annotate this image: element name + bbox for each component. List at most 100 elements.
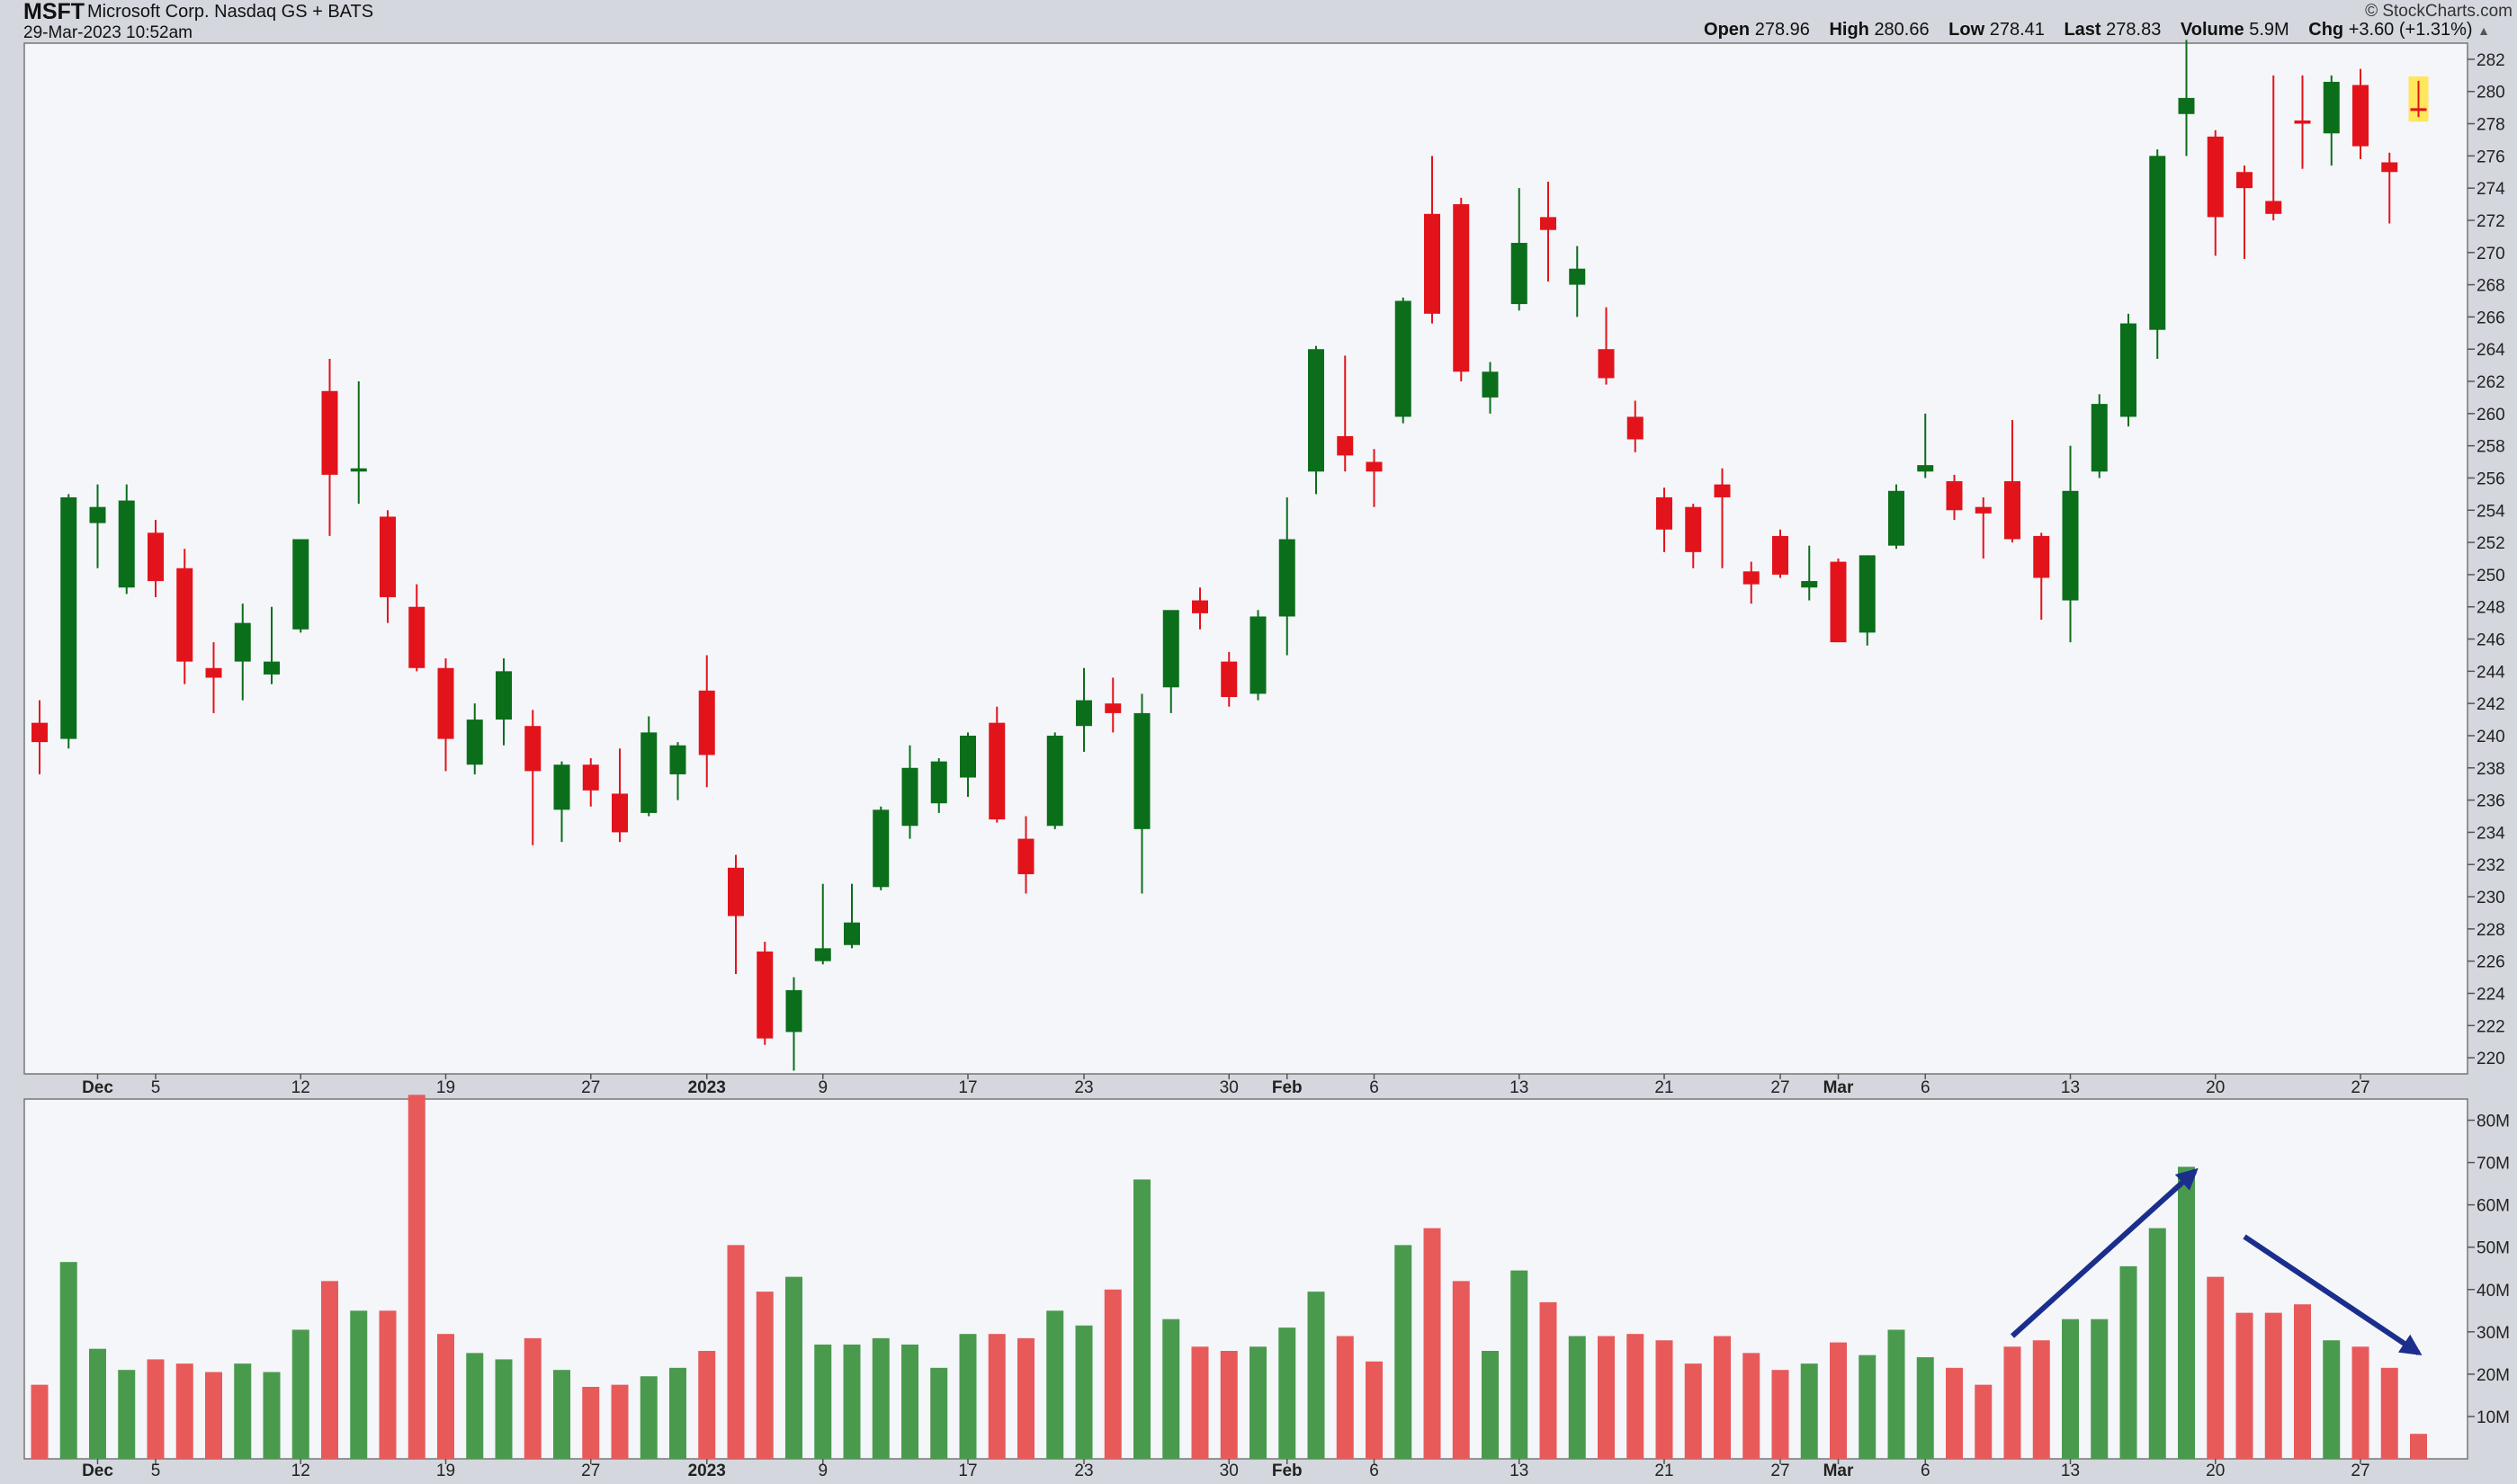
price-tick-label: 220	[2477, 1050, 2505, 1068]
price-tick-label: 264	[2477, 341, 2505, 360]
candle	[844, 883, 860, 949]
volume-bar	[2091, 1319, 2109, 1459]
last-value: 278.83	[2106, 20, 2162, 40]
candle	[901, 745, 918, 839]
price-tick-label: 278	[2477, 116, 2505, 135]
candle-body	[930, 761, 947, 804]
candle-body	[1133, 712, 1151, 829]
volume-bar	[1017, 1337, 1035, 1459]
volume-bar	[756, 1292, 774, 1459]
candle-body	[728, 867, 744, 916]
candle-body	[1859, 555, 1876, 633]
candle	[264, 606, 280, 684]
candle	[2352, 68, 2369, 159]
candle	[1656, 487, 1672, 552]
volume-bar	[640, 1376, 658, 1459]
price-tick-label: 236	[2477, 792, 2505, 811]
candle	[1105, 677, 1122, 733]
volume-bar	[263, 1372, 281, 1459]
candle-body	[437, 667, 454, 739]
price-tick-label: 270	[2477, 245, 2505, 264]
volume-bar	[2294, 1304, 2311, 1459]
candle	[785, 977, 802, 1071]
volume-value: 5.9M	[2249, 20, 2289, 40]
volume-bar	[1946, 1367, 1963, 1459]
date-tick-label: 12	[291, 1078, 310, 1097]
chg-value: +3.60 (+1.31%)	[2348, 20, 2473, 40]
candle-body	[873, 809, 890, 888]
date-tick-label: 9	[818, 1462, 828, 1480]
price-tick-label: 276	[2477, 148, 2505, 166]
candle	[1626, 400, 1644, 452]
low-label: Low	[1948, 20, 1985, 40]
date-tick-label: 30	[1220, 1078, 1239, 1097]
candle-body	[1975, 506, 1992, 514]
volume-bar	[2178, 1167, 2195, 1459]
volume-bar	[1366, 1361, 1383, 1459]
volume-panel[interactable]	[23, 1098, 2468, 1460]
candle	[1453, 197, 1470, 382]
volume-bar	[437, 1334, 454, 1459]
candle-body	[960, 735, 976, 778]
candle-body	[844, 922, 860, 945]
candle-body	[2352, 85, 2369, 147]
high-label: High	[1829, 20, 1869, 40]
candle-body	[553, 764, 570, 810]
volume-bar	[1191, 1346, 1209, 1459]
candle	[930, 758, 947, 813]
volume-bar	[1714, 1336, 1731, 1459]
candle-body	[350, 468, 367, 472]
volume-bar	[524, 1337, 542, 1459]
volume-bar	[2148, 1228, 2166, 1459]
candle	[1569, 246, 1586, 317]
candlestick-series	[31, 40, 2429, 1071]
candle-body	[234, 622, 251, 662]
volume-bar	[1771, 1370, 1789, 1459]
price-tick-label: 256	[2477, 469, 2505, 488]
candle-body	[698, 690, 715, 755]
candle-body	[2236, 172, 2253, 189]
volume-bar	[1104, 1289, 1122, 1459]
price-tick-label: 274	[2477, 180, 2505, 199]
candle	[2323, 75, 2340, 166]
date-tick-label: 23	[1074, 1462, 1093, 1480]
volume-bar	[669, 1367, 686, 1459]
candle	[553, 761, 570, 843]
ticker-symbol[interactable]: MSFT	[23, 0, 85, 24]
candle	[1598, 307, 1615, 385]
date-tick-label: 19	[436, 1078, 455, 1097]
candle	[698, 655, 715, 788]
volume-bar	[291, 1329, 309, 1459]
volume-bar	[89, 1348, 106, 1459]
price-panel[interactable]	[23, 42, 2468, 1075]
volume-bar	[1568, 1336, 1586, 1459]
candle	[89, 484, 106, 568]
candle-body	[2323, 81, 2340, 134]
candle-body	[1076, 700, 1092, 727]
candle	[1221, 651, 1238, 707]
candle	[1772, 529, 1788, 578]
volume-bar	[1307, 1292, 1325, 1459]
volume-bar	[1830, 1342, 1847, 1459]
candle	[234, 603, 251, 701]
price-tick-label: 228	[2477, 921, 2505, 940]
candle	[292, 539, 309, 633]
candle-body	[2265, 201, 2282, 214]
candle	[1046, 732, 1063, 829]
chart-header: MSFT Microsoft Corp. Nasdaq GS + BATS 29…	[0, 0, 2517, 43]
candle-body	[1105, 703, 1122, 713]
brand-watermark[interactable]: © StockCharts.com	[2365, 2, 2513, 21]
candle	[757, 942, 774, 1045]
date-tick-label: 13	[1509, 1078, 1528, 1097]
volume-bar	[2003, 1346, 2021, 1459]
date-tick-label: 21	[1654, 1078, 1673, 1097]
candle-body	[408, 606, 425, 668]
date-tick-label: 21	[1654, 1462, 1673, 1480]
candle	[814, 883, 831, 965]
date-tick-label: 5	[151, 1462, 161, 1480]
volume-bar	[872, 1337, 890, 1459]
candle	[380, 510, 396, 623]
volume-tick-label: 40M	[2477, 1282, 2510, 1301]
candle	[1888, 484, 1904, 550]
